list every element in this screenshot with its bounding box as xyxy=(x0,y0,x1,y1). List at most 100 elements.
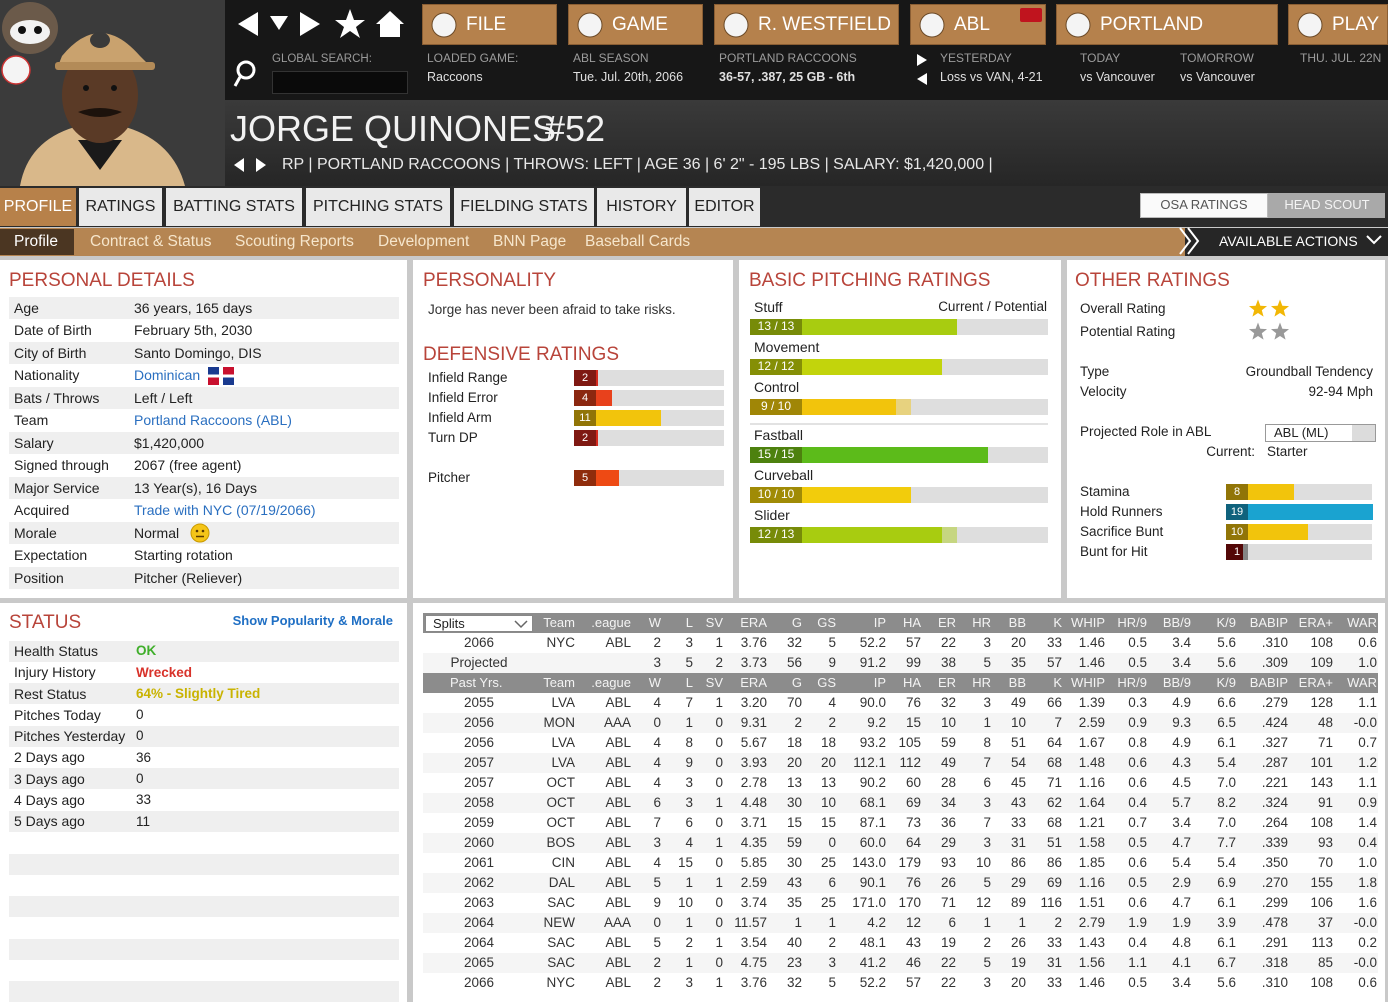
table-cell: 15 xyxy=(820,815,836,831)
tab[interactable] xyxy=(79,188,162,226)
nav-button-label[interactable]: GAME xyxy=(612,13,668,35)
pitch-name: Movement xyxy=(754,338,820,355)
subtab-active[interactable] xyxy=(0,229,74,255)
table-cell: 12 xyxy=(975,895,991,911)
bar-track xyxy=(574,370,724,386)
bar-value: 15 / 15 xyxy=(757,447,795,462)
scout-option[interactable]: HEAD SCOUT xyxy=(1284,196,1370,212)
table-cell: 1.4 xyxy=(1358,815,1377,831)
table-cell: 0 xyxy=(715,915,723,931)
tab-label[interactable]: BATTING STATS xyxy=(173,197,295,215)
tab[interactable] xyxy=(597,188,686,226)
subtab[interactable]: BNN Page xyxy=(493,232,567,250)
info-value: Loss vs VAN, 4-21 xyxy=(940,69,1043,84)
nav-button-label[interactable]: FILE xyxy=(466,13,507,35)
available-actions[interactable]: AVAILABLE ACTIONS xyxy=(1219,232,1358,249)
tab-label[interactable]: PITCHING STATS xyxy=(312,197,444,215)
tab-label[interactable]: FIELDING STATS xyxy=(460,197,588,215)
detail-label: Team xyxy=(14,412,49,429)
tab-label[interactable]: HISTORY xyxy=(606,197,677,215)
star xyxy=(1270,299,1290,317)
tab-label[interactable]: PROFILE xyxy=(3,197,73,215)
nav-button[interactable] xyxy=(1288,4,1388,45)
tab-label[interactable]: EDITOR xyxy=(694,197,755,215)
table-cell: NEW xyxy=(543,915,576,931)
table-cell: 0.5 xyxy=(1128,635,1147,651)
table-cell: 33 xyxy=(1046,975,1062,991)
row-stripe xyxy=(9,297,399,319)
table-cell: 4 xyxy=(653,855,661,871)
nav-button-label[interactable]: R. WESTFIELD xyxy=(758,13,892,35)
detail-value[interactable]: Portland Raccoons (ABL) xyxy=(134,412,292,429)
nav-button[interactable] xyxy=(422,4,557,45)
actions-chevrons[interactable] xyxy=(1176,226,1206,256)
nav-button-label[interactable]: PLAY xyxy=(1332,13,1380,35)
role-dropdown-btn[interactable] xyxy=(1352,425,1375,441)
actions-bar[interactable] xyxy=(1185,228,1388,256)
nav-button[interactable] xyxy=(1056,4,1278,45)
player-arrows[interactable] xyxy=(232,156,272,174)
role-value[interactable]: ABL (ML) xyxy=(1274,424,1329,440)
table-header xyxy=(423,673,1378,693)
subtab[interactable]: Baseball Cards xyxy=(585,232,691,250)
table-cell: 18 xyxy=(820,735,836,751)
table-cell: 3.4 xyxy=(1172,975,1191,991)
scout-option[interactable]: OSA RATINGS xyxy=(1160,196,1248,212)
table-cell: 32 xyxy=(786,635,802,651)
table-cell: ABL xyxy=(605,735,631,751)
status-label: 5 Days ago xyxy=(14,813,85,830)
table-cell: 26 xyxy=(1010,935,1026,951)
table-header-cell: HR xyxy=(972,674,991,690)
table-cell: 5.67 xyxy=(740,735,767,751)
detail-value[interactable]: Trade with NYC (07/19/2066) xyxy=(134,502,316,519)
scout-toggle[interactable] xyxy=(1268,193,1385,218)
subtab[interactable]: Scouting Reports xyxy=(235,232,354,250)
table-cell: 1.6 xyxy=(1358,895,1377,911)
nav-button-label[interactable]: ABL xyxy=(954,13,990,35)
table-cell: 2 xyxy=(828,715,836,731)
table-cell: 1.2 xyxy=(1358,755,1377,771)
splits-dropdown[interactable] xyxy=(425,615,533,632)
table-cell: 1.1 xyxy=(1358,775,1377,791)
splits-label[interactable]: Splits xyxy=(433,615,465,631)
nav-icons[interactable] xyxy=(225,0,415,100)
table-cell: 48.1 xyxy=(859,935,886,951)
panel xyxy=(0,603,407,1002)
nav-button[interactable] xyxy=(568,4,703,45)
table-cell: .424 xyxy=(1261,715,1288,731)
subtab[interactable]: Profile xyxy=(14,232,58,250)
status-label: Health Status xyxy=(14,642,99,659)
table-cell: 5.6 xyxy=(1217,655,1236,671)
actions-dropdown[interactable] xyxy=(1365,234,1383,246)
tab[interactable] xyxy=(454,188,594,226)
table-cell: 1.0 xyxy=(1358,655,1377,671)
search-box[interactable] xyxy=(272,71,408,94)
tab[interactable] xyxy=(689,188,760,226)
table-cell: 1.46 xyxy=(1078,655,1105,671)
tab[interactable] xyxy=(306,188,450,226)
table-cell: 3 xyxy=(828,955,836,971)
nav-button[interactable] xyxy=(714,4,899,45)
tab[interactable] xyxy=(166,188,302,226)
detail-value[interactable]: Dominican xyxy=(134,367,201,384)
table-cell: 1 xyxy=(715,835,723,851)
table-cell: 3.4 xyxy=(1172,655,1191,671)
pitch-name: Stuff xyxy=(754,298,783,315)
table-header-cell: BABIP xyxy=(1249,614,1288,630)
bar xyxy=(1226,504,1373,520)
nav-button-label[interactable]: PORTLAND xyxy=(1100,13,1204,35)
table-cell: 93 xyxy=(1317,835,1333,851)
subtab[interactable]: Development xyxy=(378,232,470,250)
scout-toggle[interactable] xyxy=(1140,193,1268,218)
tab[interactable] xyxy=(0,188,76,226)
tab-label[interactable]: RATINGS xyxy=(85,197,156,215)
table-cell: 2 xyxy=(653,635,661,651)
day-arrows[interactable] xyxy=(915,53,929,87)
role-dropdown[interactable] xyxy=(1265,424,1376,442)
table-cell: 69 xyxy=(1046,875,1062,891)
table-cell: 108 xyxy=(1310,635,1333,651)
status-link[interactable]: Show Popularity & Morale xyxy=(232,612,393,628)
splits-chevron[interactable] xyxy=(514,619,528,629)
subtab[interactable]: Contract & Status xyxy=(90,232,212,250)
bar xyxy=(750,399,896,415)
